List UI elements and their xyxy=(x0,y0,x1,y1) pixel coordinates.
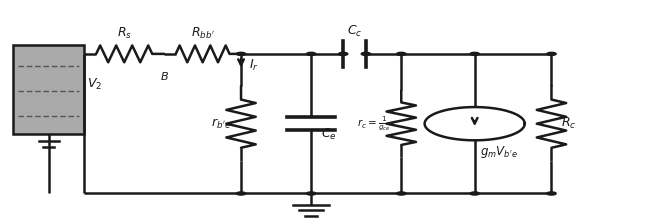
Text: $V_2$: $V_2$ xyxy=(88,77,102,93)
Text: $C_e$: $C_e$ xyxy=(321,127,337,142)
Text: $r_c{=}\frac{1}{g_{ce}}$: $r_c{=}\frac{1}{g_{ce}}$ xyxy=(357,115,391,133)
Circle shape xyxy=(397,52,406,56)
Circle shape xyxy=(236,52,246,56)
Text: $g_m V_{b'e}$: $g_m V_{b'e}$ xyxy=(480,144,518,160)
Circle shape xyxy=(547,192,556,195)
Text: $C_c$: $C_c$ xyxy=(347,24,362,39)
Circle shape xyxy=(306,52,316,56)
Text: $I_r$: $I_r$ xyxy=(249,57,259,72)
Circle shape xyxy=(470,52,480,56)
Circle shape xyxy=(361,52,371,56)
Circle shape xyxy=(236,192,246,195)
Text: B: B xyxy=(161,72,168,82)
Text: $R_{bb'}$: $R_{bb'}$ xyxy=(191,25,215,41)
Text: $R_c$: $R_c$ xyxy=(561,116,577,131)
Text: $R_s$: $R_s$ xyxy=(116,25,132,41)
Circle shape xyxy=(397,192,406,195)
Text: $r_{b'e}$: $r_{b'e}$ xyxy=(211,117,231,131)
Circle shape xyxy=(306,192,316,195)
Circle shape xyxy=(470,192,480,195)
Bar xyxy=(13,45,84,134)
Circle shape xyxy=(339,52,348,56)
Circle shape xyxy=(547,52,556,56)
